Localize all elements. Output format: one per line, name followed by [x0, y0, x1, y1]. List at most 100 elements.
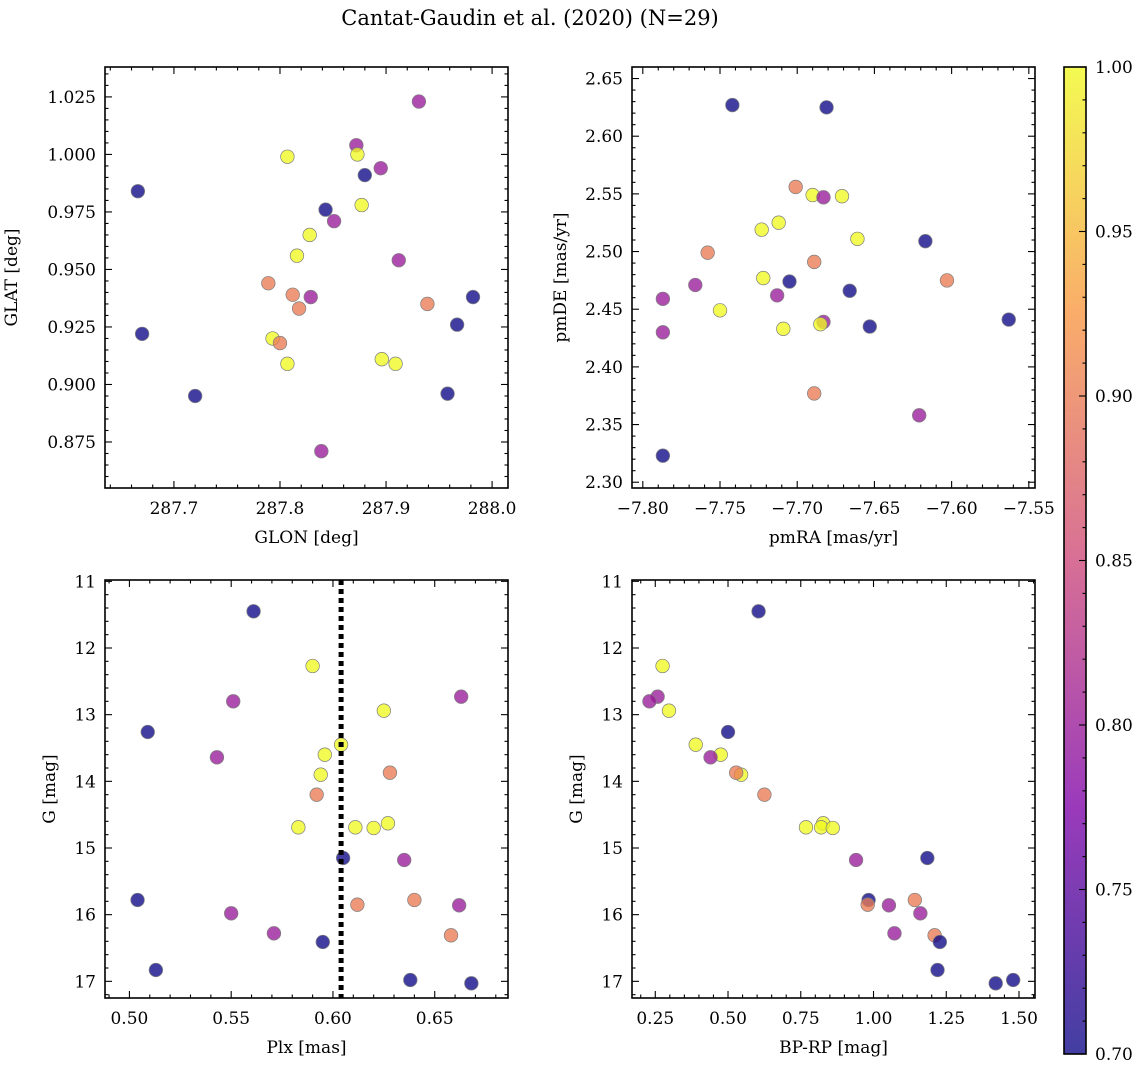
y-tick-label: 12 — [74, 639, 96, 659]
data-point — [266, 926, 282, 941]
data-point — [366, 820, 381, 836]
data-point — [380, 816, 396, 831]
x-tick-label: 0.65 — [416, 1009, 454, 1029]
panel-bprp-g: 0.25 0.50 0.75 1.00 1.25 1.50 11 12 13 14 15 16 17 BP… — [567, 572, 1038, 1058]
data-point — [140, 724, 155, 740]
x-tick-label: −7.65 — [848, 499, 900, 519]
data-point — [988, 976, 1003, 991]
data-point — [464, 976, 479, 991]
data-point — [771, 215, 786, 230]
colorbar: 0.70 0.75 0.80 0.85 0.90 0.95 1.00 — [1063, 58, 1133, 1065]
colorbar-gradient — [1064, 67, 1086, 1054]
x-tick-label: 287.9 — [362, 499, 411, 519]
y-tick-label: 13 — [601, 706, 623, 726]
data-point — [272, 335, 288, 351]
y-tick-label: 0.900 — [47, 375, 96, 395]
data-point — [751, 604, 766, 619]
x-tick-label: 287.7 — [150, 499, 199, 519]
y-tick-label: 14 — [74, 772, 96, 792]
data-point — [807, 386, 822, 401]
data-point — [449, 317, 465, 332]
y-tick-label: 12 — [601, 639, 623, 659]
x-axis-label: BP-RP [mag] — [779, 1038, 888, 1058]
data-point — [291, 820, 306, 835]
data-point — [661, 703, 677, 718]
data-point — [798, 820, 814, 835]
data-point — [756, 270, 771, 286]
data-point — [816, 190, 831, 205]
data-point — [655, 658, 670, 674]
y-tick-label: 13 — [74, 706, 96, 726]
axes-frame — [631, 66, 1036, 489]
data-point — [700, 245, 715, 260]
data-point — [918, 234, 933, 249]
y-tick-label: 0.950 — [47, 260, 96, 280]
data-point — [932, 934, 948, 950]
panel-glon-glat: 287.7 287.8 287.9 288.0 0.875 0.900 0.925 0.950… — [2, 66, 516, 548]
data-point — [130, 892, 145, 908]
data-point — [354, 197, 369, 213]
x-tick-label: −7.60 — [926, 499, 978, 519]
data-point — [813, 317, 828, 332]
y-tick-label: 2.45 — [585, 300, 623, 320]
colorbar-tick-label: 0.70 — [1095, 1045, 1133, 1065]
y-tick-label: 2.30 — [585, 473, 623, 493]
y-tick-label: 2.60 — [585, 127, 623, 147]
data-point — [130, 184, 146, 199]
data-point — [819, 100, 834, 115]
data-point — [348, 820, 363, 835]
data-points — [642, 604, 1021, 991]
data-point — [291, 301, 307, 316]
data-point — [655, 291, 671, 306]
data-point — [848, 852, 864, 868]
x-tick-label: 1.50 — [1000, 1009, 1038, 1029]
data-point — [403, 972, 418, 988]
data-point — [303, 289, 318, 305]
data-point — [440, 386, 455, 401]
axes-frame — [104, 66, 509, 489]
x-tick-label: 0.60 — [314, 1009, 352, 1029]
data-point — [850, 231, 865, 247]
y-tick-label: 0.925 — [47, 318, 96, 338]
data-point — [285, 287, 300, 302]
data-point — [788, 179, 803, 195]
colorbar-tick-label: 0.75 — [1095, 881, 1133, 901]
y-tick-label: 15 — [601, 839, 623, 859]
y-tick-label: 16 — [74, 906, 96, 926]
data-point — [465, 289, 481, 305]
y-axis-label: G [mag] — [40, 754, 60, 823]
data-point — [313, 767, 328, 782]
x-tick-label: 0.50 — [110, 1009, 148, 1029]
x-tick-label: 0.25 — [636, 1009, 674, 1029]
data-point — [209, 750, 225, 765]
x-tick-label: 0.50 — [709, 1009, 747, 1029]
data-point — [912, 408, 927, 423]
data-point — [224, 906, 239, 921]
data-point — [226, 694, 241, 709]
data-point — [862, 319, 877, 334]
y-tick-label: 17 — [74, 972, 96, 992]
y-tick-label: 11 — [74, 572, 96, 592]
data-point — [776, 321, 791, 336]
x-tick-label: −7.70 — [771, 499, 823, 519]
data-point — [725, 97, 740, 113]
data-point — [350, 897, 365, 912]
axes-frame — [631, 579, 1036, 999]
data-point — [326, 213, 342, 229]
data-point — [887, 926, 902, 941]
data-point — [411, 94, 427, 109]
x-axis-label: GLON [deg] — [254, 528, 358, 548]
y-tick-label: 17 — [601, 972, 623, 992]
data-point — [148, 962, 164, 978]
data-points — [130, 604, 479, 991]
y-tick-label: 1.025 — [47, 88, 96, 108]
data-point — [374, 352, 389, 367]
data-point — [289, 248, 305, 263]
data-point — [317, 747, 332, 762]
y-tick-label: 0.875 — [47, 433, 96, 453]
data-point — [315, 934, 330, 950]
y-tick-label: 15 — [74, 839, 96, 859]
data-point — [246, 604, 261, 619]
